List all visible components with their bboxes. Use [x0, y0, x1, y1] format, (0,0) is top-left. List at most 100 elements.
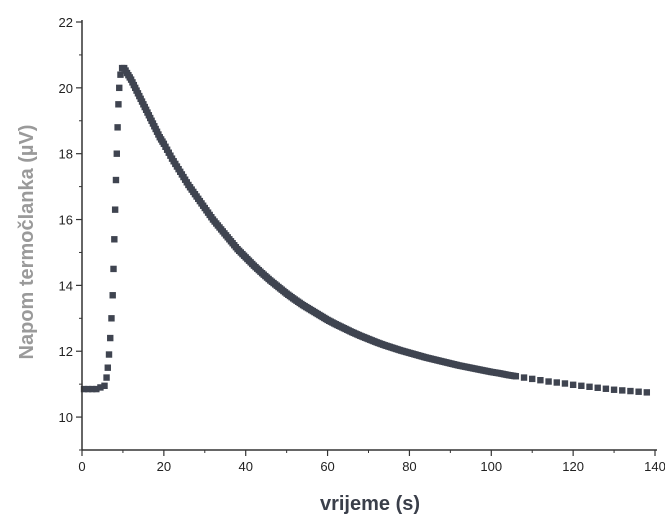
data-point: [578, 382, 585, 389]
data-point-fill: [371, 338, 379, 345]
data-point: [643, 389, 651, 396]
data-point-fill: [257, 268, 264, 275]
data-point-fill: [167, 152, 174, 159]
y-tick-label: 12: [59, 344, 73, 359]
data-point-fill: [494, 369, 502, 377]
data-point-fill: [511, 372, 518, 380]
data-point: [104, 364, 111, 371]
data-point: [93, 385, 100, 393]
data-point-fill: [330, 320, 338, 327]
data-point: [108, 315, 115, 322]
data-point-fill: [470, 365, 477, 372]
x-axis-title: vrijeme (s): [320, 493, 420, 515]
y-tick-label: 10: [59, 410, 73, 425]
data-point: [84, 385, 92, 393]
data-point: [529, 375, 536, 383]
data-point-fill: [175, 165, 182, 173]
data-point: [586, 383, 593, 390]
x-tick-label: 100: [480, 459, 502, 474]
data-point-fill: [126, 74, 133, 81]
data-point-fill: [155, 131, 162, 138]
data-point: [114, 124, 121, 131]
y-tick-label: 20: [59, 81, 73, 96]
data-point-fill: [249, 260, 256, 268]
y-tick-label: 22: [59, 15, 73, 30]
data-point: [105, 351, 113, 358]
y-axis-title: Napom termočlanka (µV): [16, 125, 38, 360]
data-point-fill: [347, 328, 354, 335]
data-point-fill: [363, 335, 371, 342]
data-point: [520, 374, 528, 381]
data-point-fill: [478, 366, 485, 374]
data-point-fill: [159, 138, 166, 145]
data-point-fill: [461, 363, 469, 370]
data-point: [602, 385, 610, 392]
data-point-fill: [208, 214, 215, 221]
data-point-fill: [453, 361, 461, 369]
data-point: [553, 379, 560, 386]
data-point: [117, 71, 124, 78]
data-point-fill: [265, 275, 272, 283]
x-tick-label: 120: [562, 459, 584, 474]
x-tick-label: 40: [238, 459, 252, 474]
data-point-fill: [502, 371, 510, 378]
data-point: [610, 386, 618, 393]
x-tick-label: 140: [644, 459, 665, 474]
x-axis: 0 20 40 60 80 100 120 140: [78, 449, 665, 474]
x-tick-label: 80: [402, 459, 416, 474]
data-point-fill: [306, 305, 313, 313]
data-point: [101, 382, 108, 389]
data-point: [110, 265, 117, 273]
data-point: [635, 388, 642, 395]
x-tick-label: 60: [320, 459, 334, 474]
data-point-fill: [289, 295, 297, 302]
data-point-fill: [224, 234, 231, 241]
data-point-fill: [281, 289, 289, 296]
data-point-fill: [380, 341, 387, 348]
data-point-fill: [404, 349, 411, 356]
data-point-fill: [429, 355, 436, 363]
data-point-fill: [412, 351, 420, 358]
x-tick-label: 20: [157, 459, 171, 474]
data-point-fill: [339, 324, 346, 331]
data-point-fill: [322, 315, 330, 323]
data-point: [109, 292, 116, 299]
data-point-fill: [142, 106, 150, 113]
data-point: [107, 334, 114, 342]
data-point-fill: [240, 252, 248, 259]
data-point-fill: [216, 224, 223, 231]
data-point-fill: [388, 344, 395, 351]
data-point: [113, 150, 120, 157]
data-point-fill: [486, 368, 493, 375]
data-point-fill: [147, 114, 154, 122]
data-point-fill: [134, 90, 142, 97]
data-point-fill: [437, 357, 444, 365]
data-point-fill: [191, 190, 199, 198]
data-point: [116, 84, 123, 92]
data-point-fill: [232, 243, 240, 251]
data-point-fill: [199, 202, 207, 209]
data-point-fill: [298, 300, 305, 308]
data-point: [111, 206, 119, 213]
data-point-fill: [445, 359, 452, 367]
data-point: [561, 380, 569, 387]
x-tick-label: 0: [78, 459, 85, 474]
data-point: [619, 387, 626, 394]
data-point-fill: [138, 98, 146, 105]
data-point-fill: [122, 67, 129, 74]
y-tick-label: 14: [59, 278, 73, 293]
data-point: [97, 384, 104, 391]
data-point: [112, 176, 120, 184]
plot-area: [80, 64, 651, 396]
data-point-fill: [420, 353, 428, 361]
data-point: [545, 378, 552, 385]
data-point: [627, 387, 634, 395]
data-point: [569, 381, 577, 389]
y-tick-label: 16: [59, 213, 73, 228]
data-point-fill: [130, 81, 138, 89]
data-point-fill: [314, 310, 321, 318]
data-point-fill: [273, 282, 281, 289]
data-point: [111, 236, 118, 243]
y-tick-label: 18: [59, 147, 73, 162]
data-point-fill: [355, 331, 362, 339]
